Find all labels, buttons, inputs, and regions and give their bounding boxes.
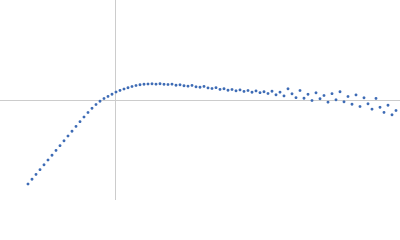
point xyxy=(338,90,342,94)
point xyxy=(378,105,382,109)
point xyxy=(266,92,270,95)
point xyxy=(154,82,158,86)
point xyxy=(214,86,218,89)
point xyxy=(26,182,30,186)
point xyxy=(290,92,294,96)
point xyxy=(126,86,130,90)
point xyxy=(362,96,366,100)
point xyxy=(182,84,186,88)
point xyxy=(90,106,94,110)
point xyxy=(366,102,370,106)
point xyxy=(374,97,378,100)
chart xyxy=(0,0,400,200)
point xyxy=(174,83,178,87)
point xyxy=(250,90,254,94)
point xyxy=(134,84,138,87)
point xyxy=(98,99,102,103)
point xyxy=(78,120,82,123)
point xyxy=(246,89,250,92)
point xyxy=(218,88,222,91)
point xyxy=(150,82,154,86)
point xyxy=(206,86,210,90)
point xyxy=(394,109,398,112)
point xyxy=(298,89,302,92)
point xyxy=(118,89,122,92)
point xyxy=(326,100,330,104)
point xyxy=(302,96,306,100)
point xyxy=(110,92,114,96)
point xyxy=(94,103,98,106)
point xyxy=(62,139,66,143)
point xyxy=(186,84,190,88)
point xyxy=(194,85,198,89)
point xyxy=(146,82,150,86)
point xyxy=(230,88,234,91)
point xyxy=(386,103,390,107)
point xyxy=(198,85,202,89)
point xyxy=(42,163,46,167)
point xyxy=(114,90,118,94)
point xyxy=(286,87,290,91)
point xyxy=(282,94,286,98)
point xyxy=(258,91,262,94)
point xyxy=(30,177,34,181)
point xyxy=(58,144,62,148)
point xyxy=(342,100,346,104)
point xyxy=(358,105,362,108)
point xyxy=(190,84,194,87)
point xyxy=(142,82,146,86)
point xyxy=(262,90,266,94)
point xyxy=(210,87,214,90)
page: {"chart_data": {"type": "scatter", "colo… xyxy=(0,0,400,200)
point xyxy=(294,96,298,99)
point xyxy=(274,93,278,97)
point xyxy=(106,95,110,98)
point xyxy=(222,87,226,91)
point xyxy=(38,168,42,172)
point xyxy=(238,88,242,92)
point xyxy=(102,97,106,100)
point xyxy=(310,99,314,102)
point xyxy=(254,89,258,93)
point xyxy=(370,107,374,111)
point xyxy=(330,92,334,95)
point xyxy=(270,89,274,93)
point xyxy=(34,173,38,176)
point xyxy=(74,125,78,128)
point xyxy=(178,83,182,87)
point xyxy=(354,93,358,97)
point xyxy=(318,97,322,101)
point xyxy=(242,90,246,93)
point xyxy=(278,90,282,94)
point xyxy=(162,82,166,86)
point xyxy=(122,87,126,91)
point xyxy=(86,111,90,114)
point xyxy=(390,113,394,117)
point xyxy=(382,111,386,114)
point xyxy=(50,153,54,157)
point xyxy=(158,82,162,86)
point xyxy=(306,92,310,96)
point xyxy=(350,102,354,106)
point xyxy=(54,149,58,152)
point xyxy=(70,129,74,133)
point xyxy=(234,89,238,93)
point xyxy=(46,158,50,162)
point xyxy=(334,98,338,102)
point xyxy=(202,85,206,88)
point xyxy=(346,95,350,98)
point xyxy=(166,83,170,86)
point xyxy=(130,85,134,88)
point xyxy=(170,82,174,86)
point xyxy=(82,115,86,119)
point xyxy=(314,91,318,95)
point xyxy=(322,94,326,97)
point xyxy=(226,88,230,92)
point xyxy=(138,83,142,87)
point xyxy=(66,134,70,138)
